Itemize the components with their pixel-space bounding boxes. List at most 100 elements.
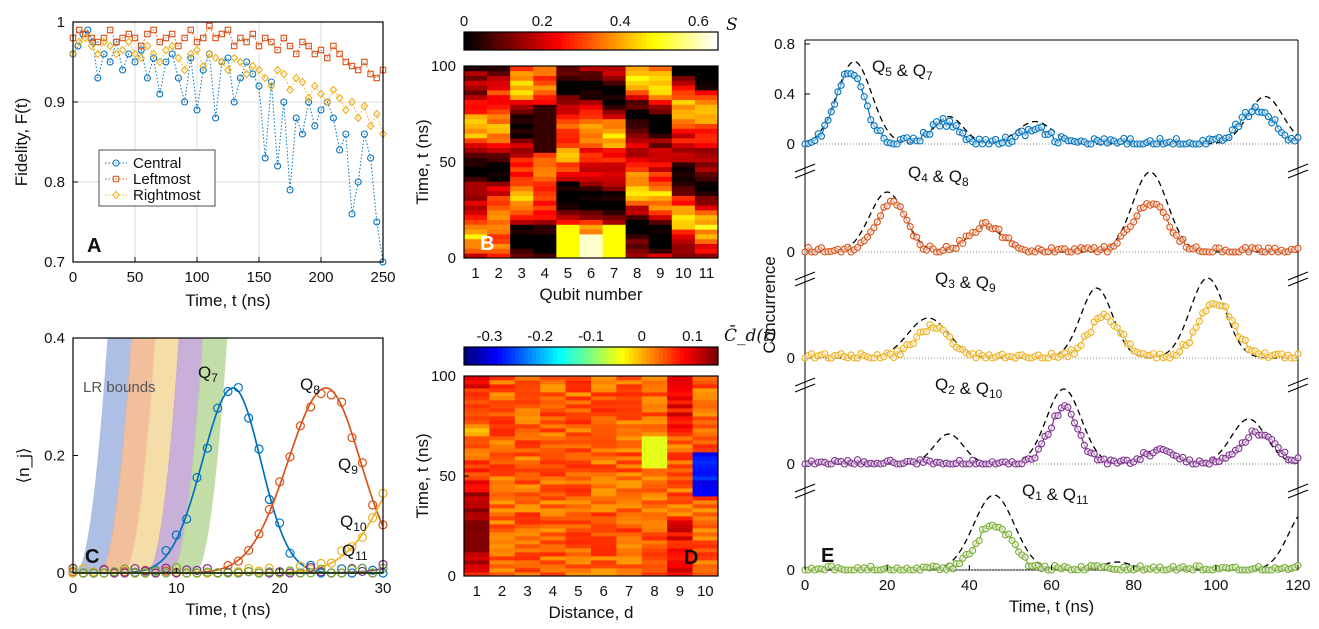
- heatmap-cell: [565, 416, 592, 421]
- heatmap-cell: [540, 468, 566, 473]
- axis-break: [1287, 169, 1309, 179]
- point-leftmost: [305, 42, 312, 50]
- heatmap-cell: [540, 516, 566, 521]
- point-q7: [213, 403, 223, 413]
- heatmap-cell: [694, 176, 719, 182]
- point-leftmost: [150, 26, 157, 34]
- heatmap-cell: [464, 404, 490, 409]
- colorbar-cell: [557, 32, 562, 50]
- heatmap-cell: [591, 560, 617, 565]
- heatmap-cell: [667, 496, 693, 501]
- colorbar-cell: [574, 32, 579, 50]
- colorbar-cell: [633, 32, 639, 50]
- heatmap-cell: [641, 396, 668, 401]
- heatmap-cell: [514, 460, 541, 465]
- heatmap-cell: [602, 99, 627, 105]
- series-label-q7-sub: 7: [211, 371, 218, 385]
- heatmap-cell: [464, 448, 490, 453]
- heatmap-cell: [694, 142, 719, 148]
- heatmap-cell: [641, 408, 668, 413]
- heatmap-cell: [641, 540, 668, 545]
- point-q7: [223, 386, 233, 397]
- heatmap-cell: [616, 540, 643, 545]
- heatmap-cell: [464, 512, 490, 517]
- data-point: [1228, 126, 1236, 134]
- point-q8: [316, 389, 326, 399]
- point-leftmost: [193, 38, 201, 46]
- point-central: [150, 54, 158, 62]
- y-axis-label: Fidelity, F(t): [12, 98, 31, 186]
- heatmap-cell: [565, 396, 592, 401]
- heatmap-cell: [489, 392, 516, 397]
- heatmap-cell: [514, 388, 541, 393]
- heatmap-cell: [648, 210, 673, 216]
- pair-label-q: Q: [976, 379, 989, 398]
- heatmap-cell: [579, 205, 603, 211]
- heatmap-cell: [556, 152, 580, 158]
- colorbar-cell: [540, 347, 546, 365]
- lr-band: [98, 338, 157, 573]
- heatmap-cell: [692, 568, 719, 573]
- data-point: [1044, 430, 1052, 438]
- heatmap-cell: [556, 90, 580, 96]
- x-tick-label: 100: [1203, 577, 1228, 594]
- heatmap-cell: [464, 94, 488, 100]
- heatmap-cell: [641, 520, 668, 525]
- colorbar-cell: [489, 32, 495, 50]
- heatmap-cell: [565, 468, 592, 473]
- x-tick-label: 11: [699, 265, 715, 282]
- heatmap-cell: [514, 480, 541, 485]
- heatmap-cell: [692, 480, 719, 485]
- heatmap-cell: [514, 384, 541, 389]
- legend-label: Leftmost: [133, 171, 191, 188]
- point-q8: [285, 452, 295, 462]
- axis-break: [794, 383, 816, 393]
- heatmap-cell: [540, 568, 566, 573]
- colorbar-cell: [476, 347, 482, 365]
- heatmap-cell: [464, 496, 490, 501]
- heatmap-cell: [616, 560, 643, 565]
- axis-break: [794, 377, 816, 387]
- heatmap-cell: [565, 532, 592, 537]
- heatmap-cell: [540, 408, 566, 413]
- heatmap-cell: [540, 548, 566, 553]
- heatmap-cell: [616, 480, 643, 485]
- x-tick-label: 0: [801, 577, 809, 594]
- heatmap-cell: [487, 152, 511, 158]
- heatmap-cell: [602, 176, 627, 182]
- heatmap-cell: [579, 128, 603, 134]
- heatmap-cell: [692, 504, 719, 509]
- point-central: [311, 122, 319, 130]
- pair-label: Q2 & Q10: [935, 375, 1003, 401]
- heatmap-cell: [667, 524, 693, 529]
- data-point: [863, 233, 871, 241]
- heatmap-cell: [464, 480, 490, 485]
- data-point: [1185, 339, 1194, 347]
- heatmap-cell: [616, 384, 643, 389]
- heatmap-cell: [694, 94, 719, 100]
- colorbar-cell: [519, 32, 524, 50]
- heatmap-cell: [487, 205, 511, 211]
- data-point: [913, 333, 921, 341]
- heatmap-cell: [641, 456, 668, 461]
- heatmap-cell: [671, 210, 696, 216]
- heatmap-cell: [671, 157, 696, 163]
- heatmap-cell: [540, 508, 566, 513]
- heatmap-cell: [464, 436, 490, 441]
- heatmap-cell: [694, 234, 719, 240]
- heatmap-cell: [616, 508, 643, 513]
- heatmap-cell: [667, 452, 693, 457]
- heatmap-cell: [514, 508, 541, 513]
- heatmap-cell: [565, 476, 592, 481]
- heatmap-cell: [533, 90, 557, 96]
- point-leftmost: [224, 26, 232, 34]
- colorbar-cell: [531, 32, 537, 50]
- heatmap-cell: [464, 138, 488, 144]
- data-point: [877, 212, 885, 220]
- heatmap-cell: [579, 186, 603, 192]
- heatmap-cell: [510, 114, 534, 120]
- heatmap-cell: [667, 416, 693, 421]
- data-point: [972, 140, 980, 148]
- heatmap-cell: [487, 181, 511, 187]
- data-point: [1047, 128, 1056, 137]
